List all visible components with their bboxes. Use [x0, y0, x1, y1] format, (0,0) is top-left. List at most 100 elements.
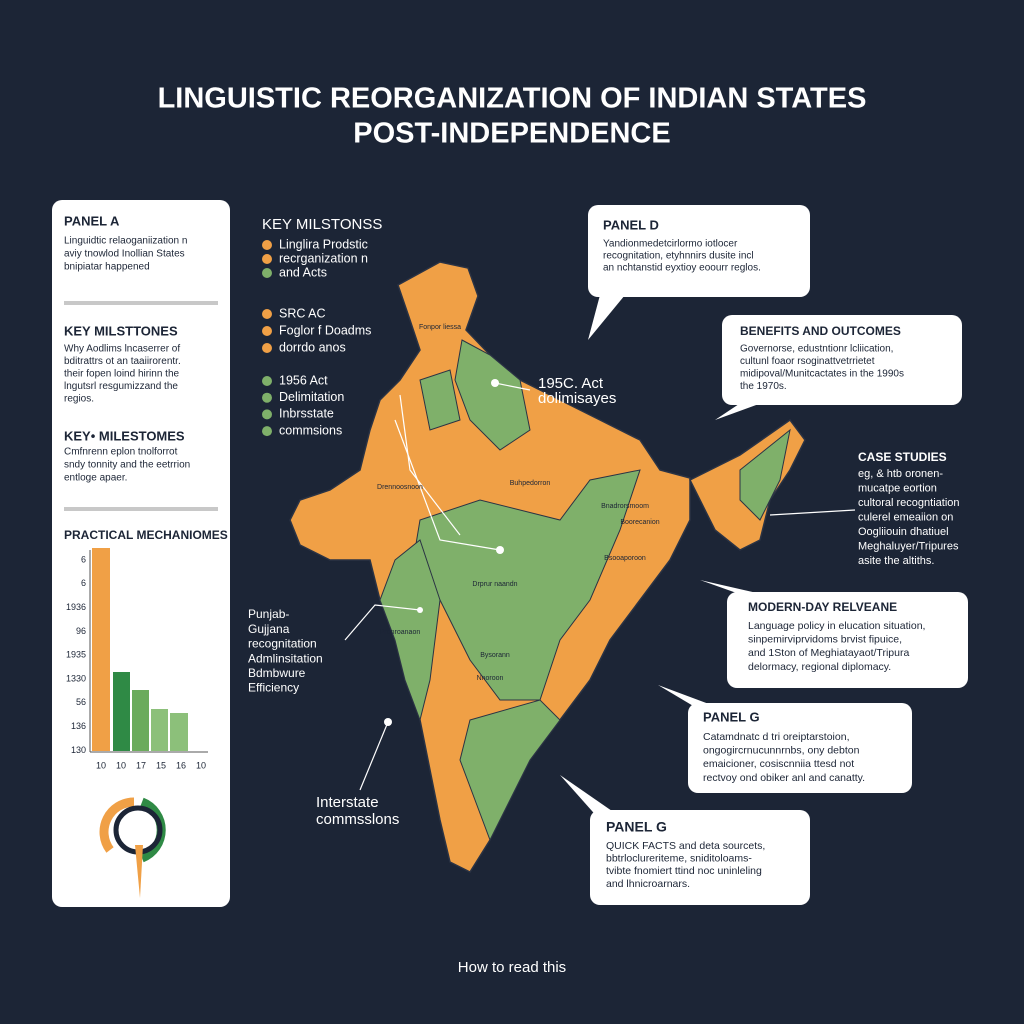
callout-box — [590, 810, 810, 905]
panel-title: PRACTICAL MECHANIOMES — [64, 528, 228, 542]
region-label: Buhpedorron — [510, 480, 551, 487]
bullet — [262, 254, 272, 264]
milestone-text: SRC AC — [279, 306, 326, 320]
callout-tail — [560, 775, 625, 820]
panel-text: Meghaluyer/Tripures — [858, 540, 959, 552]
panel-text: Governorse, edustntionr lcliication, — [740, 344, 893, 355]
bullet — [262, 426, 272, 437]
callout-box — [722, 315, 962, 405]
marker — [384, 718, 392, 726]
bar-shape — [170, 713, 188, 751]
bullet — [262, 376, 272, 386]
panel-text: Oogliiouin dhatiuel — [858, 526, 949, 538]
panel-text: QUICK FACTS and deta sourcets, — [606, 840, 765, 852]
panel-title: PANEL G — [606, 819, 667, 835]
milestone-text: dorrdo anos — [279, 340, 346, 354]
panel-text: rectvoy ond obiker anl and canatty. — [703, 772, 865, 784]
bar-shape — [132, 690, 149, 751]
panel-text: entloge apaer. — [64, 473, 127, 484]
milestone-text: commsions — [279, 423, 342, 437]
panel-title: PANEL G — [703, 709, 760, 724]
panel-text: bditrattrs ot an taaiirorentr. — [64, 356, 181, 367]
region-label: Drennoosnoon — [377, 484, 423, 491]
marker — [496, 546, 504, 554]
axis-label: 6 — [81, 554, 86, 564]
gauge-pointer — [135, 845, 143, 898]
bar-shape — [113, 672, 130, 751]
axis-label: 6 — [81, 578, 86, 588]
bar-shape — [151, 709, 168, 751]
gauge — [99, 797, 166, 898]
panel-text: tvibte fnomiert ttind noc uninleling — [606, 865, 762, 877]
map-region — [459, 699, 561, 842]
region-label: Nnoroon — [477, 675, 504, 682]
leader-line — [359, 721, 389, 791]
panel-text: aviy tnowlod Inollian States — [64, 249, 185, 260]
bullet — [262, 326, 272, 336]
milestone-text: recrganization n — [279, 251, 368, 265]
panel-text: Yandionmedetcirlormo iotlocer — [603, 239, 738, 250]
axis-label: 96 — [76, 626, 86, 636]
region-label: Fonpor liessa — [419, 324, 461, 331]
panel-text: lngutsrl resgumizzand the — [64, 381, 178, 392]
panel-text: midipoval/Munitcactates in the 1990s — [740, 369, 904, 380]
axis-label: 1935 — [66, 650, 86, 660]
bullet — [262, 409, 272, 420]
axis-label: 17 — [136, 760, 146, 770]
panel-text: eg, & htb oronen- — [858, 468, 943, 480]
panel-title: KEY MILSTTONES — [64, 323, 178, 338]
marker — [491, 379, 499, 387]
milestone-text: Delimitation — [279, 390, 344, 404]
region-label: Boorecanion — [620, 519, 659, 526]
panel-text: Catamdnatc d tri oreiptarstoion, — [703, 731, 850, 743]
gauge-arc — [99, 797, 135, 853]
axis-label: 130 — [71, 745, 86, 755]
marker — [417, 607, 423, 613]
annotation: dolimisayes — [538, 390, 616, 407]
axis-label: 16 — [176, 760, 186, 770]
annotation: Punjab- — [248, 607, 289, 621]
callout-tail — [588, 295, 625, 340]
panel-text: bbtrloclureriteme, sniditoloams- — [606, 852, 752, 864]
panel-text: Linguidtic relaoganiization n — [64, 236, 187, 247]
annotation: Gujjana — [248, 622, 290, 636]
annotation: Interstate — [316, 794, 379, 811]
panel-title: KEY• MILESTOMES — [64, 428, 185, 443]
map-region — [409, 469, 641, 701]
panel-text: sinpemirviprvidoms brvist fipuice, — [748, 633, 902, 645]
panel-text: cultunl foaor rsoginattvetrrietet — [740, 356, 875, 367]
india-map — [289, 261, 856, 873]
axis-label: 15 — [156, 760, 166, 770]
panel-text: culerel emeaiion on — [858, 511, 953, 523]
milestone-text: and Acts — [279, 265, 327, 279]
panel-text: and lhnicroarnars. — [606, 878, 690, 890]
annotation: Efficiency — [248, 681, 299, 695]
panel-text: Language policy in elucation situation, — [748, 620, 925, 632]
title: LINGUISTIC REORGANIZATION OF INDIAN STAT… — [158, 83, 867, 115]
axis-label: 56 — [76, 697, 86, 707]
panel-text: their fopen loind hirinn the — [64, 369, 180, 380]
panel-title: CASE STUDIES — [858, 450, 947, 464]
axis-label: 10 — [196, 760, 206, 770]
panel-text: asite the altiths. — [858, 555, 934, 567]
panel-text: mucatpe eortion — [858, 482, 937, 494]
annotation: recognitation — [248, 637, 317, 651]
panel-text: ongogircrnucunnrnbs, ony debton — [703, 744, 860, 756]
map-region — [419, 369, 461, 431]
panel-text: Cmfnrenn eplon tnolforrot — [64, 447, 178, 458]
leader-line — [344, 604, 421, 641]
leader-line — [494, 382, 531, 391]
left-panel — [52, 200, 230, 907]
panel-text: recognitation, etyhnnirs dusite incl — [603, 251, 754, 262]
axis-label: 1936 — [66, 602, 86, 612]
callout-box — [727, 592, 968, 688]
annotation: Admlinsitation — [248, 651, 323, 665]
milestone-text: Foglor f Doadms — [279, 323, 371, 337]
annotation: 195C. Act — [538, 375, 604, 392]
panel-title: BENEFITS AND OUTCOMES — [740, 324, 901, 338]
bullet — [262, 343, 272, 353]
panel-text: cultoral recogntiation — [858, 497, 960, 509]
panel-title: MODERN-DAY RELVEANE — [748, 600, 897, 614]
